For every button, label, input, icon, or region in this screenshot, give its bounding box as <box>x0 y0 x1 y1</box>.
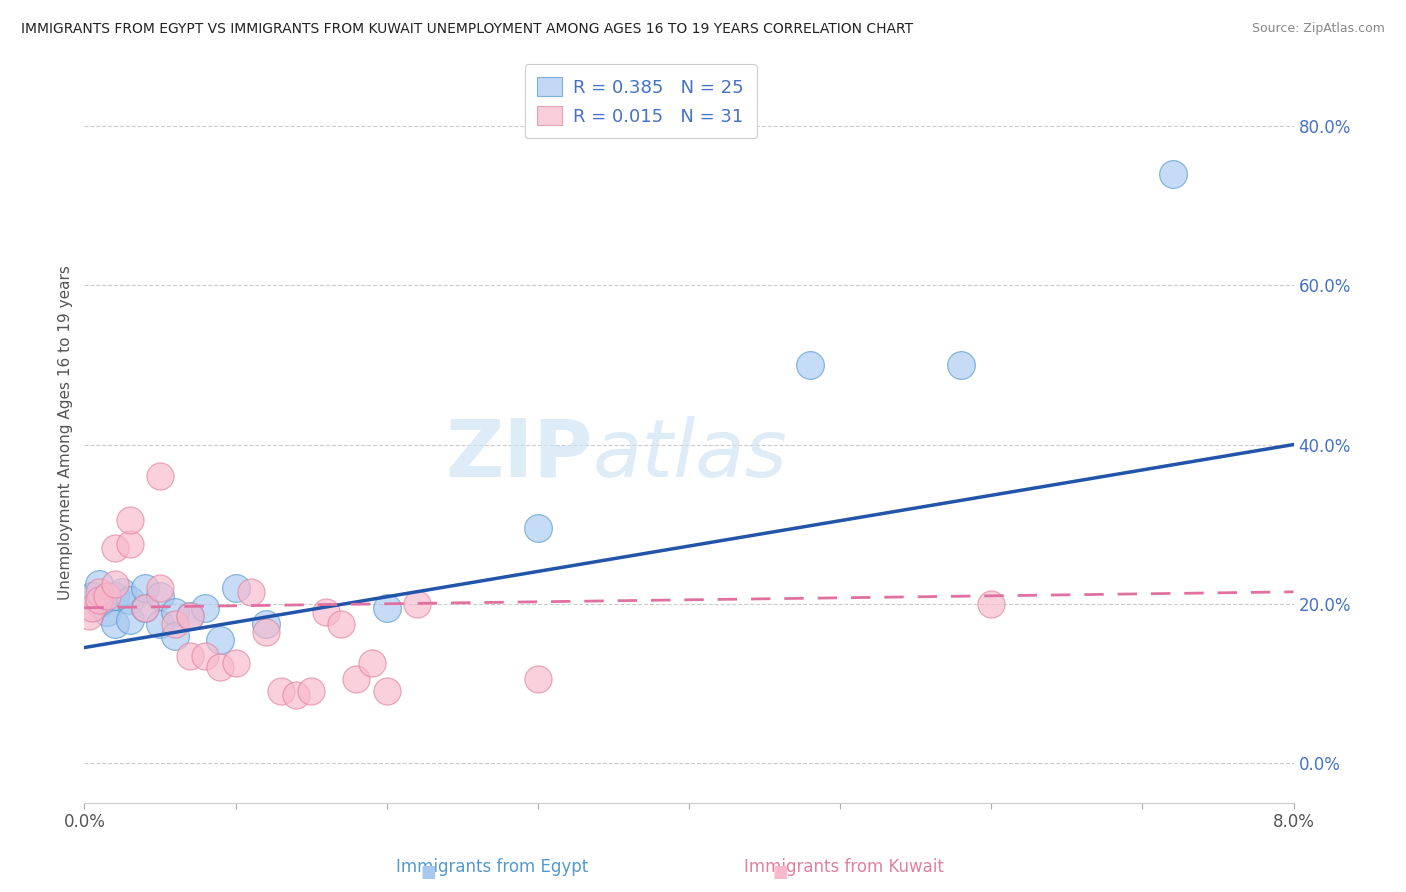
Point <box>285 689 308 703</box>
Text: atlas: atlas <box>592 416 787 494</box>
Point <box>406 597 429 611</box>
Point <box>118 513 141 527</box>
Point <box>111 584 134 599</box>
Point <box>118 537 141 551</box>
Point <box>89 584 111 599</box>
Point <box>527 521 550 535</box>
Point <box>89 592 111 607</box>
Point <box>179 608 201 623</box>
Text: Source: ZipAtlas.com: Source: ZipAtlas.com <box>1251 22 1385 36</box>
Point <box>375 600 398 615</box>
Point <box>179 648 201 663</box>
Point <box>118 613 141 627</box>
Point <box>96 605 118 619</box>
Point <box>330 616 353 631</box>
Text: Immigrants from Egypt: Immigrants from Egypt <box>396 858 588 876</box>
Point <box>165 616 187 631</box>
Text: Immigrants from Kuwait: Immigrants from Kuwait <box>744 858 943 876</box>
Point <box>209 660 232 674</box>
Point <box>104 616 127 631</box>
Point <box>165 605 187 619</box>
Point <box>239 584 262 599</box>
Point <box>225 657 247 671</box>
Point <box>149 469 172 483</box>
Y-axis label: Unemployment Among Ages 16 to 19 years: Unemployment Among Ages 16 to 19 years <box>58 265 73 600</box>
Point <box>104 577 127 591</box>
Text: IMMIGRANTS FROM EGYPT VS IMMIGRANTS FROM KUWAIT UNEMPLOYMENT AMONG AGES 16 TO 19: IMMIGRANTS FROM EGYPT VS IMMIGRANTS FROM… <box>21 22 914 37</box>
Point <box>799 358 821 372</box>
Point <box>225 581 247 595</box>
Point <box>134 600 156 615</box>
Point <box>80 600 103 615</box>
Legend: R = 0.385   N = 25, R = 0.015   N = 31: R = 0.385 N = 25, R = 0.015 N = 31 <box>524 64 756 138</box>
Point <box>360 657 382 671</box>
Text: ■: ■ <box>772 863 789 881</box>
Point <box>149 616 172 631</box>
Point <box>134 600 156 615</box>
Point <box>77 608 100 623</box>
Point <box>104 589 127 603</box>
Point <box>134 581 156 595</box>
Point <box>1161 167 1184 181</box>
Point <box>254 624 277 639</box>
Point <box>149 581 172 595</box>
Point <box>118 592 141 607</box>
Point <box>89 597 111 611</box>
Point <box>89 577 111 591</box>
Point <box>527 673 550 687</box>
Point <box>980 597 1002 611</box>
Point <box>104 541 127 555</box>
Point <box>209 632 232 647</box>
Point <box>179 608 201 623</box>
Text: ZIP: ZIP <box>444 416 592 494</box>
Point <box>299 684 322 698</box>
Point <box>270 684 292 698</box>
Point <box>315 605 337 619</box>
Point <box>254 616 277 631</box>
Text: ■: ■ <box>420 863 437 881</box>
Point <box>80 589 103 603</box>
Point <box>149 589 172 603</box>
Point <box>375 684 398 698</box>
Point <box>950 358 973 372</box>
Point <box>165 629 187 643</box>
Point <box>194 648 217 663</box>
Point <box>346 673 368 687</box>
Point <box>96 589 118 603</box>
Point <box>194 600 217 615</box>
